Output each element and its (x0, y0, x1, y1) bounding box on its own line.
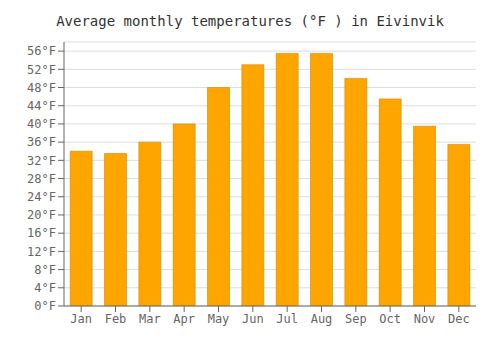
svg-text:36°F: 36°F (27, 135, 56, 149)
svg-text:Jun: Jun (242, 312, 264, 326)
svg-text:0°F: 0°F (34, 299, 56, 313)
svg-text:4°F: 4°F (34, 281, 56, 295)
svg-text:20°F: 20°F (27, 208, 56, 222)
svg-text:28°F: 28°F (27, 172, 56, 186)
svg-text:Mar: Mar (139, 312, 161, 326)
svg-text:Sep: Sep (345, 312, 367, 326)
svg-text:16°F: 16°F (27, 226, 56, 240)
svg-text:Dec: Dec (448, 312, 470, 326)
svg-text:32°F: 32°F (27, 154, 56, 168)
svg-text:40°F: 40°F (27, 117, 56, 131)
svg-text:Nov: Nov (414, 312, 436, 326)
svg-text:48°F: 48°F (27, 81, 56, 95)
svg-text:44°F: 44°F (27, 99, 56, 113)
svg-text:Jan: Jan (70, 312, 92, 326)
svg-text:Feb: Feb (105, 312, 127, 326)
svg-text:24°F: 24°F (27, 190, 56, 204)
svg-text:12°F: 12°F (27, 245, 56, 259)
svg-text:May: May (208, 312, 230, 326)
svg-text:56°F: 56°F (27, 44, 56, 58)
svg-text:Oct: Oct (379, 312, 401, 326)
svg-text:Jul: Jul (276, 312, 298, 326)
svg-text:8°F: 8°F (34, 263, 56, 277)
svg-text:Apr: Apr (173, 312, 195, 326)
svg-text:Aug: Aug (311, 312, 333, 326)
html-text:Average monthly temperatures (: Average monthly temperatures (°F ) in Ei… (56, 13, 444, 29)
svg-text:52°F: 52°F (27, 63, 56, 77)
